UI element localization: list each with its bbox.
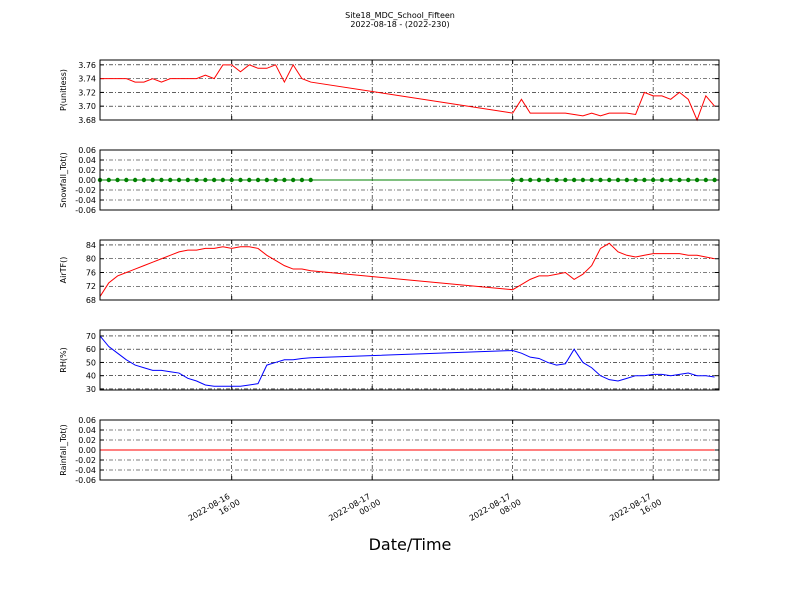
y-tick-label: 0.04 (78, 426, 96, 435)
y-axis-label: RH(%) (59, 347, 68, 372)
y-tick-label: 3.74 (78, 75, 96, 84)
y-axis-label: Rainfall_Tot() (59, 424, 68, 476)
panel-frame (99, 239, 720, 301)
data-point (519, 177, 524, 183)
data-point (211, 177, 217, 183)
y-tick-label: -0.04 (75, 466, 96, 475)
y-tick-label: -0.02 (75, 456, 96, 465)
data-point (607, 177, 612, 183)
data-point (194, 177, 199, 183)
data-point (545, 177, 550, 183)
y-tick-label: 68 (86, 296, 96, 305)
data-point (563, 177, 568, 183)
y-tick-label: 0.00 (78, 176, 96, 185)
data-point (159, 177, 164, 183)
y-tick-label: 40 (86, 372, 96, 381)
data-point (273, 177, 278, 183)
data-point (598, 177, 603, 183)
y-tick-label: 3.76 (78, 61, 96, 70)
y-axis-label: Snowfall_Tot() (59, 152, 68, 208)
data-point (580, 177, 586, 183)
y-tick-label: 0.06 (78, 146, 96, 155)
y-tick-label: 80 (86, 255, 96, 264)
chart-subtitle: 2022-08-18 - (2022-230) (350, 20, 449, 29)
y-tick-label: 76 (86, 268, 96, 277)
y-tick-label: 3.68 (78, 116, 96, 125)
data-point (115, 177, 120, 183)
y-axis-label: AirTF() (59, 257, 68, 284)
y-axis-label-group: RH(%) (59, 347, 68, 372)
data-point (668, 177, 673, 183)
data-line (99, 242, 715, 297)
data-point (290, 177, 296, 183)
data-point (571, 177, 577, 183)
data-point (176, 177, 182, 183)
data-point (677, 177, 682, 183)
data-point (308, 177, 313, 183)
data-point (124, 177, 129, 183)
data-point (624, 177, 630, 183)
data-point (615, 177, 621, 183)
y-tick-label: -0.04 (75, 196, 96, 205)
y-axis-label: P(unitless) (59, 69, 68, 111)
data-point (554, 177, 559, 183)
data-point (106, 177, 111, 183)
y-tick-label: 0.06 (78, 416, 96, 425)
y-tick-label: 72 (86, 282, 96, 291)
data-point (703, 177, 709, 183)
data-point (712, 177, 717, 183)
y-tick-label: 30 (86, 385, 96, 394)
data-point (282, 177, 287, 183)
data-point (203, 177, 208, 183)
data-point (132, 177, 138, 183)
data-point (168, 177, 173, 183)
data-point (255, 177, 261, 183)
y-tick-label: -0.02 (75, 186, 96, 195)
data-point (536, 177, 542, 183)
chart-title: Site18_MDC_School_Fifteen (345, 11, 455, 20)
y-axis-label-group: Snowfall_Tot() (59, 152, 68, 208)
panel-frame (99, 419, 720, 481)
x-axis-label: Date/Time (369, 535, 452, 554)
y-axis-label-group: Rainfall_Tot() (59, 424, 68, 476)
data-line (100, 63, 715, 122)
y-tick-label: -0.06 (75, 206, 96, 215)
panel-frame (99, 329, 720, 391)
data-point (694, 177, 700, 183)
data-point (589, 177, 594, 183)
y-tick-label: 3.72 (78, 88, 96, 97)
data-point (650, 177, 656, 183)
y-tick-label: 50 (86, 358, 96, 367)
y-tick-label: 0.04 (78, 156, 96, 165)
y-tick-label: 84 (86, 241, 96, 250)
data-point (510, 177, 515, 183)
data-point (633, 177, 638, 183)
y-tick-label: 0.02 (78, 166, 96, 175)
data-point (220, 177, 226, 183)
y-tick-label: 60 (86, 345, 96, 354)
data-point (642, 177, 647, 183)
data-point (247, 177, 252, 183)
data-point (264, 177, 270, 183)
panel-frame (99, 149, 720, 211)
data-point (686, 177, 691, 183)
panel-frame (99, 59, 720, 121)
data-point (229, 177, 234, 183)
data-point (659, 177, 665, 183)
data-point (528, 177, 533, 183)
data-point (141, 177, 147, 183)
data-point (299, 177, 305, 183)
y-tick-label: 0.02 (78, 436, 96, 445)
data-point (185, 177, 191, 183)
data-point (150, 177, 155, 183)
y-tick-label: -0.06 (75, 476, 96, 485)
y-tick-label: 70 (86, 332, 96, 341)
data-point (238, 177, 243, 183)
y-tick-label: 3.70 (78, 102, 96, 111)
y-axis-label-group: AirTF() (59, 257, 68, 284)
data-line (99, 335, 715, 387)
y-tick-label: 0.00 (78, 446, 96, 455)
y-axis-label-group: P(unitless) (59, 69, 68, 111)
